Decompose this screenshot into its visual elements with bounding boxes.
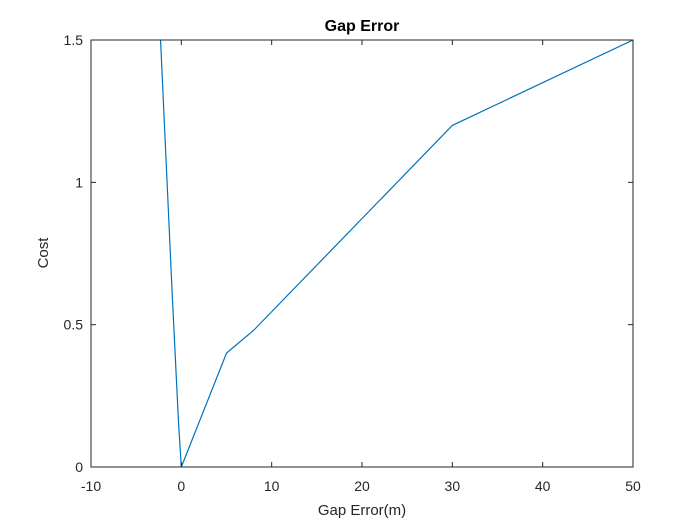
x-tick-label: 40 xyxy=(535,478,551,494)
series-line-0 xyxy=(159,40,633,467)
x-tick-label: 20 xyxy=(354,478,370,494)
y-axis-label: Cost xyxy=(35,237,52,269)
plot-area-background xyxy=(91,40,633,467)
y-tick-label: 0 xyxy=(75,459,83,475)
x-tick-label: 0 xyxy=(177,478,185,494)
x-tick-label: -10 xyxy=(81,478,101,494)
y-tick-label: 1 xyxy=(75,174,83,190)
x-tick-label: 10 xyxy=(264,478,280,494)
plot-area-border xyxy=(90,39,634,468)
series-layer xyxy=(159,40,633,467)
x-tick-label: 30 xyxy=(445,478,461,494)
x-axis-label: Gap Error(m) xyxy=(318,502,406,519)
y-tick-label: 1.5 xyxy=(64,32,84,48)
y-tick-label: 0.5 xyxy=(64,317,84,333)
chart-title: Gap Error xyxy=(325,18,400,35)
x-tick-label: 50 xyxy=(625,478,641,494)
